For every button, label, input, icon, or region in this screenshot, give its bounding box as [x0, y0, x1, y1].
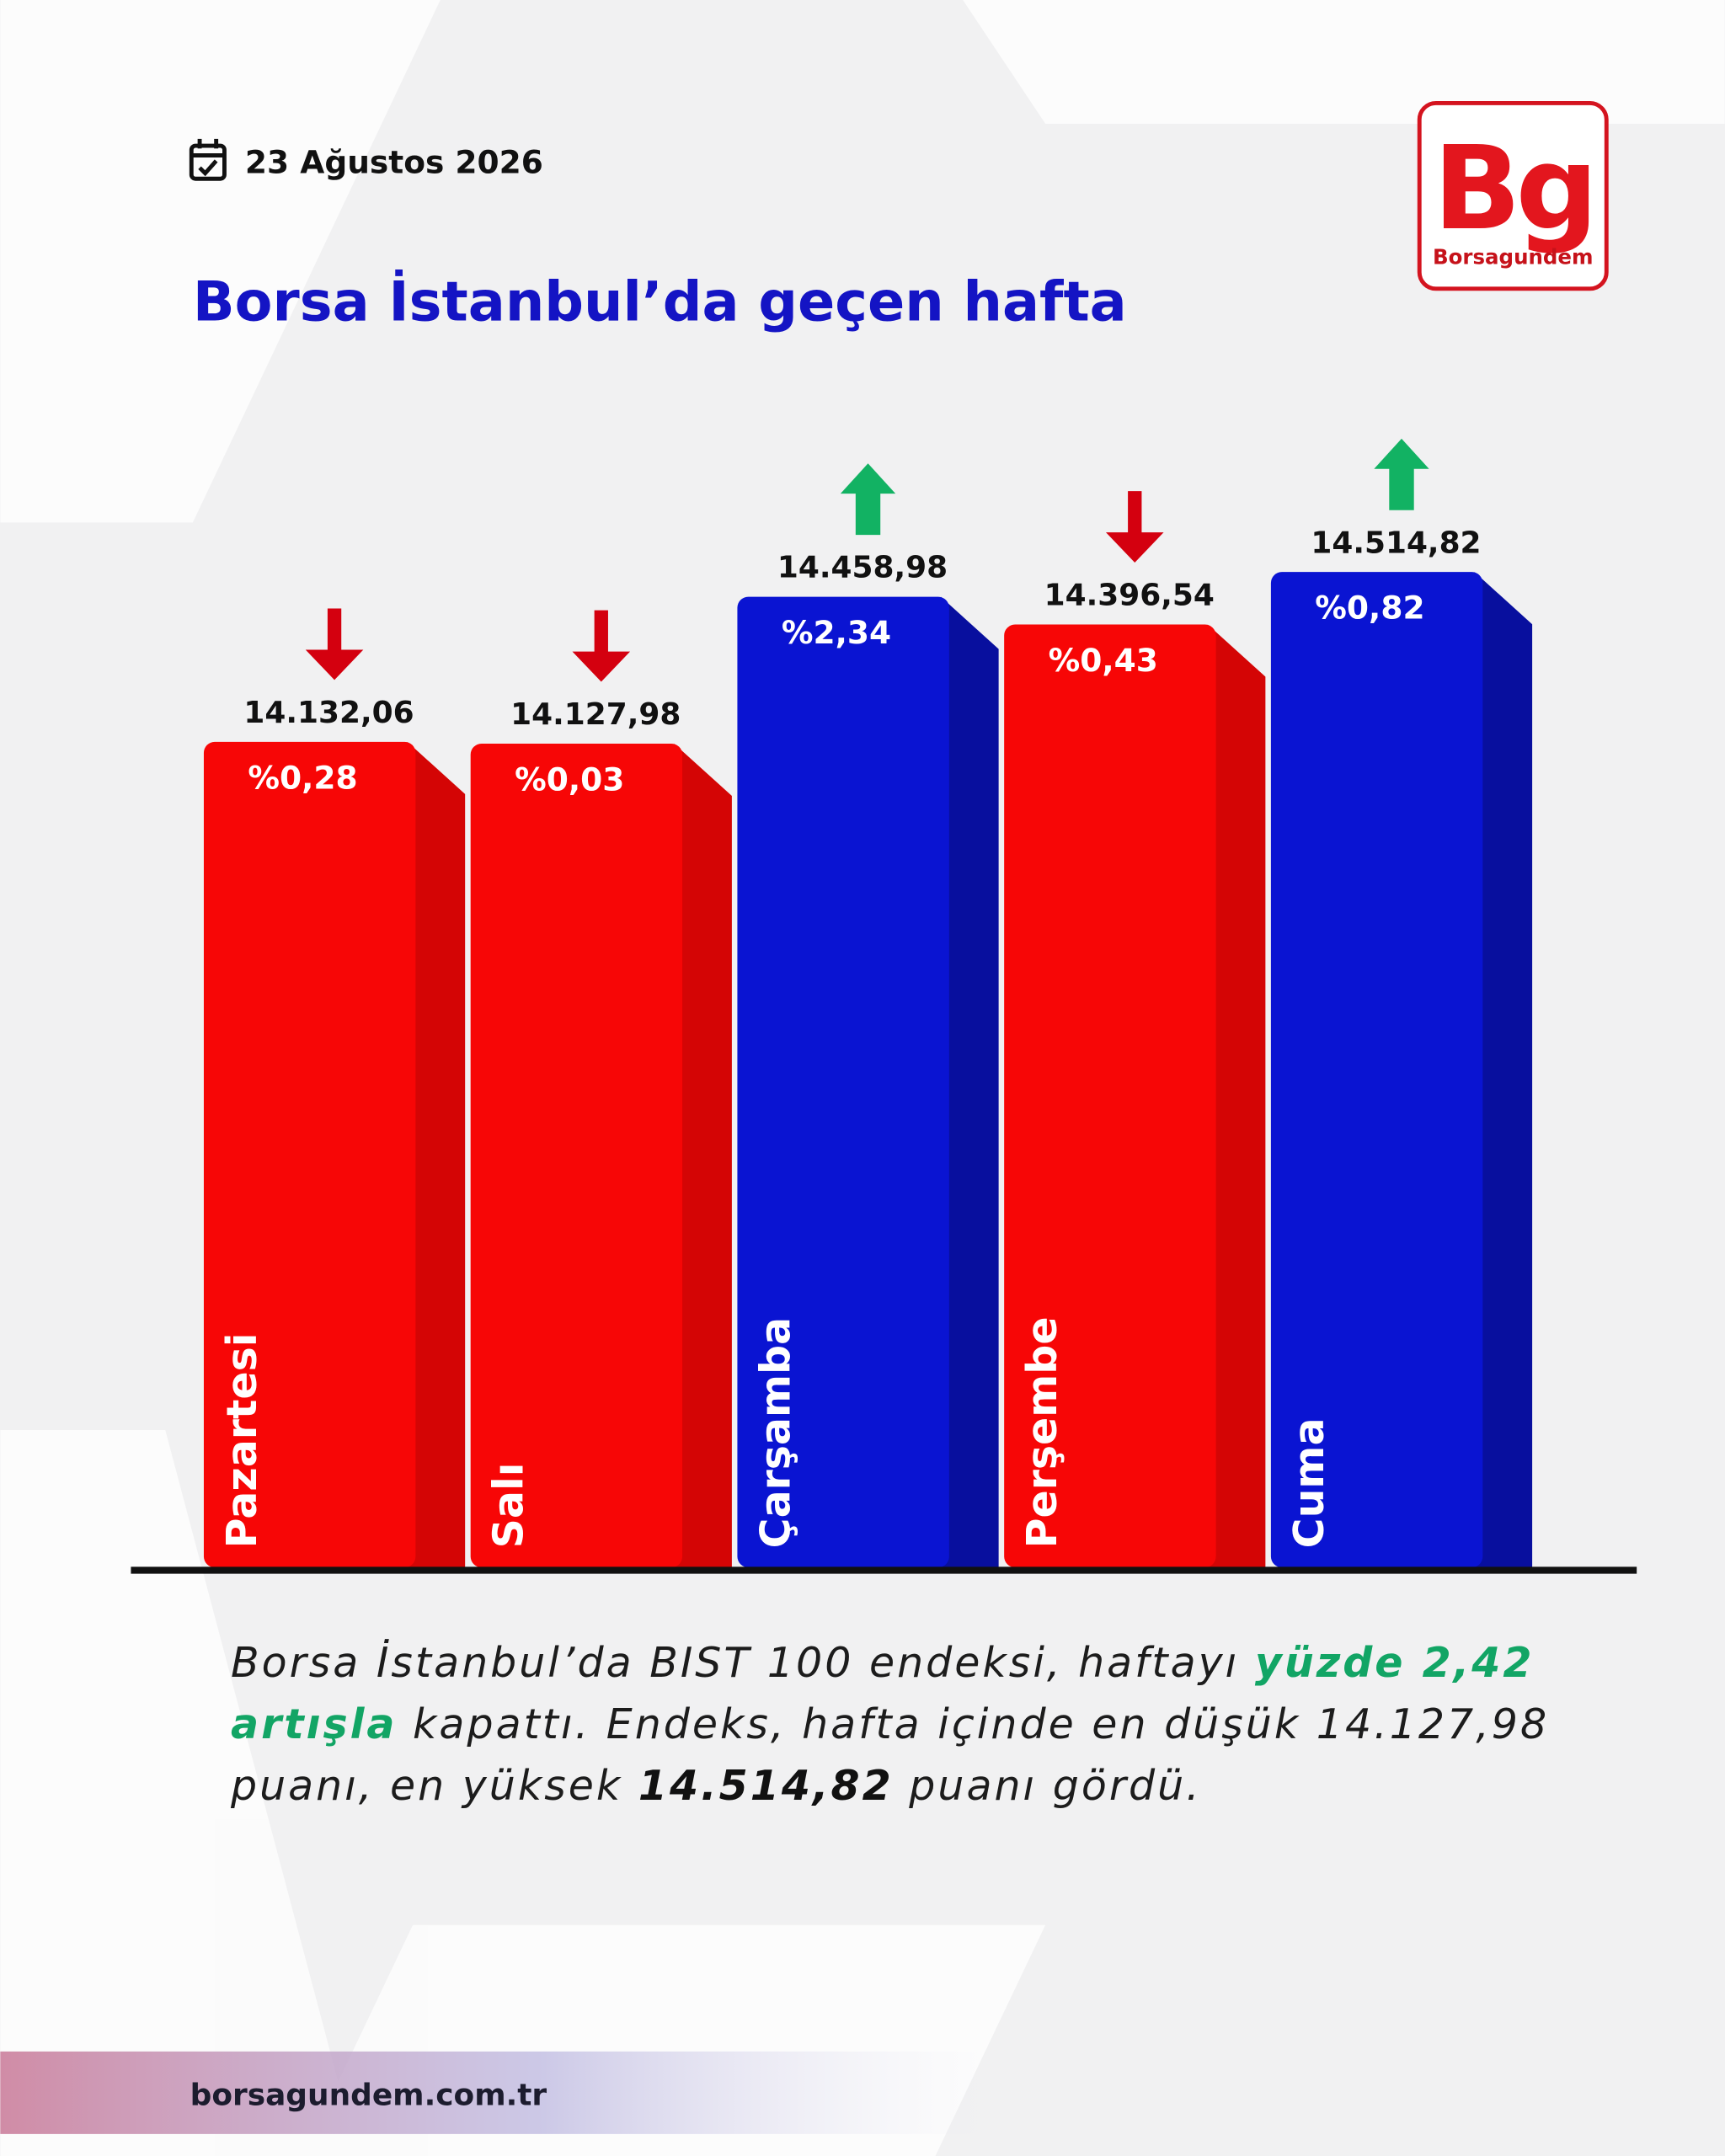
category-label: Perşembe: [1018, 1316, 1066, 1548]
summary-text: yüzde 2,42 artışla: [231, 1639, 1535, 1748]
value-label: 14.127,98: [510, 697, 681, 732]
summary-text: puanı gördü.: [893, 1762, 1202, 1810]
change-label: %0,43: [1049, 642, 1158, 679]
bar-side: [1207, 624, 1266, 1568]
change-label: %0,28: [248, 759, 357, 796]
summary-text: Borsa İstanbul’da BIST 100 endeksi, haft…: [231, 1639, 1255, 1687]
logo: Bg Borsagundem: [1417, 100, 1609, 291]
up-arrow: [840, 463, 896, 536]
value-label: 14.396,54: [1044, 579, 1215, 613]
category-label: Cuma: [1285, 1417, 1333, 1548]
bar: [470, 743, 683, 1568]
down-arrow: [572, 610, 631, 682]
chart: %0,28 14.132,06 Pazartesi %0,03 14.127,98 Sal…: [203, 438, 1533, 1568]
logo-mark: Bg: [1433, 122, 1593, 256]
change-label: %0,03: [515, 760, 624, 798]
summary-text: 14.514,82: [638, 1762, 894, 1810]
value-label: 14.132,06: [243, 696, 414, 730]
footer-band: [0, 2051, 991, 2134]
change-label: %2,34: [782, 614, 891, 651]
bar: [1004, 624, 1216, 1568]
up-arrow: [1374, 438, 1429, 510]
bar: [1270, 572, 1483, 1568]
bar: [203, 741, 416, 1568]
bar-side: [941, 596, 999, 1568]
down-arrow: [1105, 491, 1164, 563]
bar-side: [407, 741, 466, 1568]
down-arrow: [305, 608, 364, 680]
footer-url: borsagundem.com.tr: [190, 2079, 547, 2113]
bar-side: [674, 743, 732, 1568]
change-label: %0,82: [1315, 590, 1424, 627]
calendar-icon: [189, 138, 227, 181]
summary-text: kapattı. Endeks, hafta içinde en düşük 1…: [231, 1700, 1550, 1810]
category-label: Pazartesi: [218, 1332, 266, 1548]
logo-name: Borsagundem: [1433, 244, 1594, 269]
bar: [737, 596, 949, 1568]
date: 23 Ağustos 2026: [245, 144, 543, 181]
summary: Borsa İstanbul’da BIST 100 endeksi, haft…: [231, 1632, 1578, 1817]
category-label: Salı: [485, 1462, 533, 1548]
bar-side: [1474, 572, 1533, 1568]
category-label: Çarşamba: [751, 1317, 799, 1548]
value-label: 14.514,82: [1311, 526, 1481, 560]
value-label: 14.458,98: [777, 551, 948, 585]
chart-title: Borsa İstanbul’da geçen hafta: [193, 269, 1127, 334]
